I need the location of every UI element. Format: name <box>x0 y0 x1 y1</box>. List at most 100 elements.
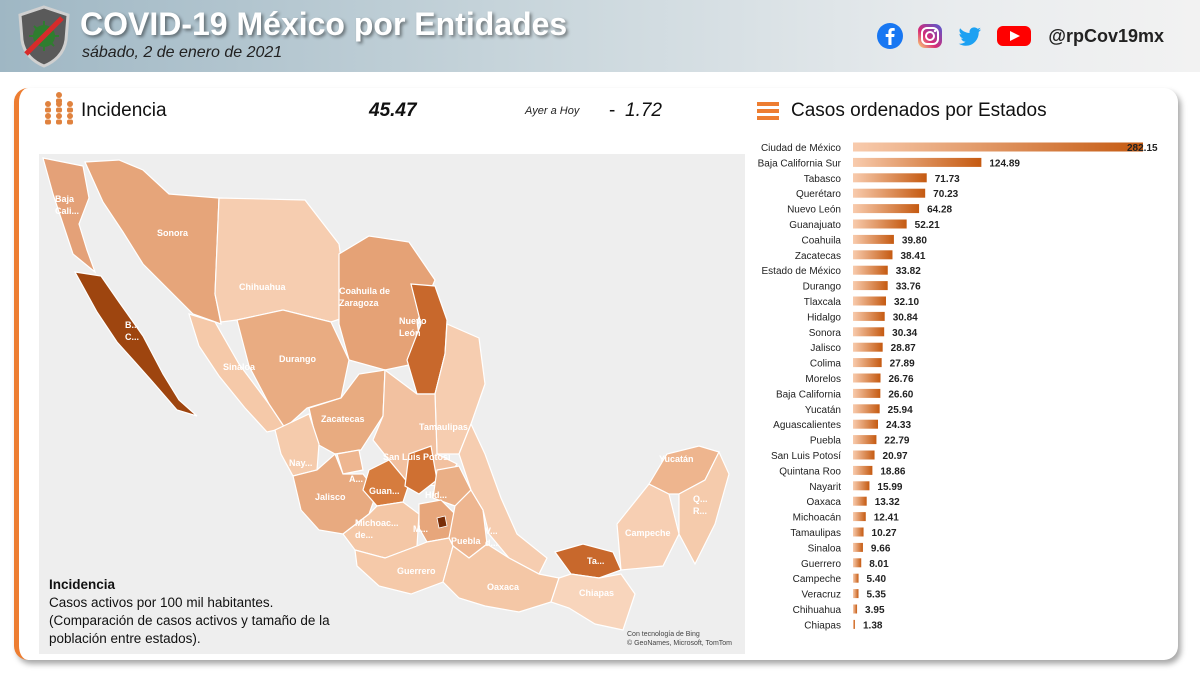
bar <box>853 311 885 321</box>
bar <box>853 589 859 599</box>
header-banner: COVID-19 México por Entidades sábado, 2 … <box>0 0 1200 72</box>
bar <box>853 157 982 167</box>
bar <box>853 234 894 244</box>
bar-category-label: Oaxaca <box>807 497 842 508</box>
youtube-icon[interactable] <box>996 22 1032 50</box>
bar-value-label: 33.76 <box>896 282 921 293</box>
bar-category-label: Sinaloa <box>808 543 842 554</box>
map-credit: Con tecnología de Bing © GeoNames, Micro… <box>627 630 732 648</box>
bar-value-label: 71.73 <box>935 174 960 185</box>
bar-category-label: Puebla <box>810 436 842 447</box>
incidence-label: Incidencia <box>81 100 167 121</box>
twitter-icon[interactable] <box>956 22 984 50</box>
bar-value-label: 282.15 <box>1127 143 1158 154</box>
bar-value-label: 1.38 <box>863 620 883 631</box>
map-legend: Incidencia Casos activos por 100 mil hab… <box>49 576 349 648</box>
map-state-label: Q... R... <box>693 494 708 516</box>
ranking-bar-chart: Ciudad de México 282.15 Baja California Su… <box>758 142 1158 631</box>
map-state-label: M... <box>413 524 428 534</box>
bar-category-label: Chihuahua <box>793 605 842 616</box>
bar-category-label: Nayarit <box>809 482 841 493</box>
facebook-icon[interactable] <box>876 22 904 50</box>
bar <box>853 173 927 183</box>
bar <box>853 435 877 445</box>
bar-value-label: 52.21 <box>915 220 940 231</box>
bar <box>853 342 883 352</box>
social-links: @rpCov19mx <box>876 20 1164 52</box>
map-state-label: Sonora <box>157 228 189 238</box>
bar <box>853 296 886 306</box>
legend-title: Incidencia <box>49 577 116 592</box>
legend-line-2: (Comparación de casos activos y tamaño d… <box>49 613 330 646</box>
bar <box>853 465 873 475</box>
bar-category-label: Estado de México <box>762 266 842 277</box>
bar <box>853 573 859 583</box>
bar-category-label: Hidalgo <box>807 312 841 323</box>
map-state-sonora <box>84 159 222 325</box>
bar-value-label: 26.76 <box>889 374 914 385</box>
list-icon <box>757 102 779 120</box>
bar-category-label: Chiapas <box>804 620 841 631</box>
legend-line-1: Casos activos por 100 mil habitantes. <box>49 595 274 610</box>
delta-sign: - <box>609 100 616 121</box>
bar-value-label: 64.28 <box>927 205 952 216</box>
bar-category-label: Coahuila <box>802 235 842 246</box>
bar-category-label: Sonora <box>809 328 842 339</box>
bar-category-label: Veracruz <box>802 590 841 601</box>
map-state-aguascalientes <box>336 449 364 475</box>
twitter-handle[interactable]: @rpCov19mx <box>1048 25 1164 46</box>
page-title: COVID-19 México por Entidades <box>80 6 568 42</box>
bar-category-label: San Luis Potosí <box>771 451 841 462</box>
compare-label: Ayer a Hoy <box>525 105 580 117</box>
bar-value-label: 13.32 <box>875 497 900 508</box>
bar-value-label: 27.89 <box>890 359 915 370</box>
bar-value-label: 33.82 <box>896 266 921 277</box>
bar-value-label: 5.40 <box>867 574 887 585</box>
bar-category-label: Querétaro <box>796 189 841 200</box>
bar <box>853 388 881 398</box>
bar-category-label: Nuevo León <box>787 205 841 216</box>
bar-value-label: 8.01 <box>869 559 889 570</box>
bar-category-label: Colima <box>810 359 842 370</box>
bar-value-label: 25.94 <box>888 405 913 416</box>
people-group-icon <box>45 92 73 125</box>
map-state-label: Yucatán <box>659 454 694 464</box>
bar-value-label: 38.41 <box>900 251 925 262</box>
map-state-label: Puebla <box>451 536 482 546</box>
bar-category-label: Guerrero <box>801 559 841 570</box>
bar-value-label: 10.27 <box>872 528 897 539</box>
bar <box>853 604 858 614</box>
bar <box>853 542 863 552</box>
bar-category-label: Tamaulipas <box>790 528 841 539</box>
bar <box>853 496 867 506</box>
bar <box>853 265 888 275</box>
ranking-title: Casos ordenados por Estados <box>791 100 1047 121</box>
map-state-label: Guerrero <box>397 566 436 576</box>
bar-value-label: 9.66 <box>871 543 891 554</box>
bar-value-label: 12.41 <box>874 513 899 524</box>
bar-value-label: 22.79 <box>884 436 909 447</box>
map-state-quintana-roo <box>678 450 730 566</box>
bar <box>853 404 880 414</box>
instagram-icon[interactable] <box>916 22 944 50</box>
map-state-baja-california <box>42 157 97 274</box>
bar-value-label: 28.87 <box>891 343 916 354</box>
map-state-label: Durango <box>279 354 317 364</box>
shield-virus-logo-icon <box>18 5 70 68</box>
map-state-label: Ta... <box>587 556 604 566</box>
bar <box>853 558 862 568</box>
bar-category-label: Yucatán <box>805 405 841 416</box>
bar <box>853 219 907 229</box>
bar <box>853 188 926 198</box>
bar-category-label: Jalisco <box>810 343 841 354</box>
map-state-label: B... C... <box>125 320 139 342</box>
bar-category-label: Tabasco <box>804 174 842 185</box>
bar-value-label: 30.84 <box>893 312 918 323</box>
bar-value-label: 20.97 <box>883 451 908 462</box>
map-credit-line-1: Con tecnología de Bing <box>627 631 700 638</box>
map-state-label: Campeche <box>625 528 671 538</box>
map-state-chiapas <box>550 573 636 631</box>
bar-value-label: 24.33 <box>886 420 911 431</box>
bar-value-label: 30.34 <box>892 328 917 339</box>
map-state-label: Nuevo León <box>399 316 427 338</box>
